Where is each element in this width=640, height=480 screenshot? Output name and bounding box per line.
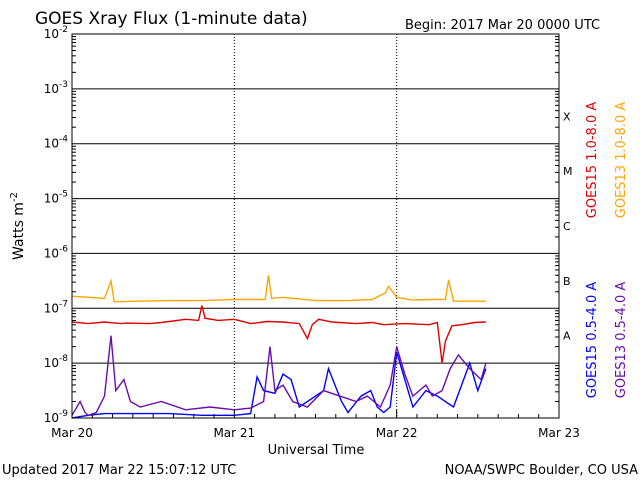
updated-text: Updated 2017 Mar 22 15:07:12 UTC bbox=[2, 463, 236, 478]
y-tick-base: 10 bbox=[44, 246, 59, 260]
y-tick-exponent: -2 bbox=[59, 25, 68, 35]
series-line bbox=[71, 335, 487, 417]
y-tick-base: 10 bbox=[44, 192, 59, 206]
y-tick-exponent: -5 bbox=[59, 190, 68, 200]
y-tick-label: 10-2 bbox=[44, 25, 68, 41]
flare-class-label: X bbox=[563, 110, 571, 123]
x-tick-label: Mar 21 bbox=[213, 426, 255, 440]
y-axis-ticks: 10-210-310-410-510-610-710-810-9 bbox=[44, 25, 559, 425]
x-tick-label: Mar 23 bbox=[538, 426, 580, 440]
flare-class-label: A bbox=[563, 330, 571, 343]
x-tick-label: Mar 20 bbox=[51, 426, 93, 440]
y-tick-label: 10-5 bbox=[44, 190, 68, 206]
begin-label: Begin: 2017 Mar 20 0000 UTC bbox=[405, 18, 600, 33]
y-tick-base: 10 bbox=[44, 301, 59, 315]
y-tick-label: 10-9 bbox=[44, 409, 69, 425]
flare-class-label: B bbox=[563, 275, 571, 288]
y-tick-label: 10-6 bbox=[44, 244, 69, 260]
y-tick-exponent: -8 bbox=[59, 354, 68, 364]
y-tick-exponent: -6 bbox=[59, 244, 68, 254]
y-axis-label-exponent: -2 bbox=[9, 192, 20, 202]
y-tick-exponent: -7 bbox=[59, 299, 68, 309]
legend-entry: GOES13 1.0-8.0 A bbox=[614, 102, 629, 219]
y-tick-label: 10-7 bbox=[44, 299, 68, 315]
series-layer bbox=[71, 275, 487, 419]
legend-entry: GOES13 0.5-4.0 A bbox=[614, 282, 629, 399]
legend-entry: GOES15 1.0-8.0 A bbox=[585, 102, 600, 219]
series-line bbox=[71, 275, 486, 303]
flare-class-label: C bbox=[563, 220, 571, 233]
y-axis-label: Watts m-2 bbox=[9, 192, 27, 260]
y-tick-exponent: -4 bbox=[59, 135, 68, 145]
y-tick-label: 10-4 bbox=[44, 135, 69, 151]
y-tick-base: 10 bbox=[44, 27, 59, 41]
chart-title: GOES Xray Flux (1-minute data) bbox=[35, 9, 308, 29]
legend: GOES15 1.0-8.0 A GOES13 1.0-8.0 A GOES15 0… bbox=[585, 102, 629, 399]
y-tick-exponent: -9 bbox=[59, 409, 68, 419]
y-tick-base: 10 bbox=[44, 82, 59, 96]
y-tick-label: 10-3 bbox=[44, 80, 68, 96]
plot-frame bbox=[71, 33, 560, 419]
x-axis-ticks: Mar 20 Mar 21 Mar 22 Mar 23 bbox=[51, 410, 580, 440]
y-tick-base: 10 bbox=[44, 137, 59, 151]
legend-entry: GOES15 0.5-4.0 A bbox=[585, 282, 600, 399]
grid bbox=[72, 34, 559, 418]
y-tick-base: 10 bbox=[44, 356, 59, 370]
y-axis-label-text: Watts m bbox=[11, 202, 27, 260]
series-line bbox=[71, 305, 486, 364]
flare-class-labels: X M C B A bbox=[563, 110, 573, 342]
series-line bbox=[71, 352, 487, 419]
y-tick-label: 10-8 bbox=[44, 354, 69, 370]
x-axis-label: Universal Time bbox=[268, 443, 365, 458]
y-tick-base: 10 bbox=[44, 411, 59, 425]
y-tick-exponent: -3 bbox=[59, 80, 68, 90]
x-tick-label: Mar 22 bbox=[376, 426, 418, 440]
credit-text: NOAA/SWPC Boulder, CO USA bbox=[445, 463, 638, 478]
flare-class-label: M bbox=[563, 165, 573, 178]
